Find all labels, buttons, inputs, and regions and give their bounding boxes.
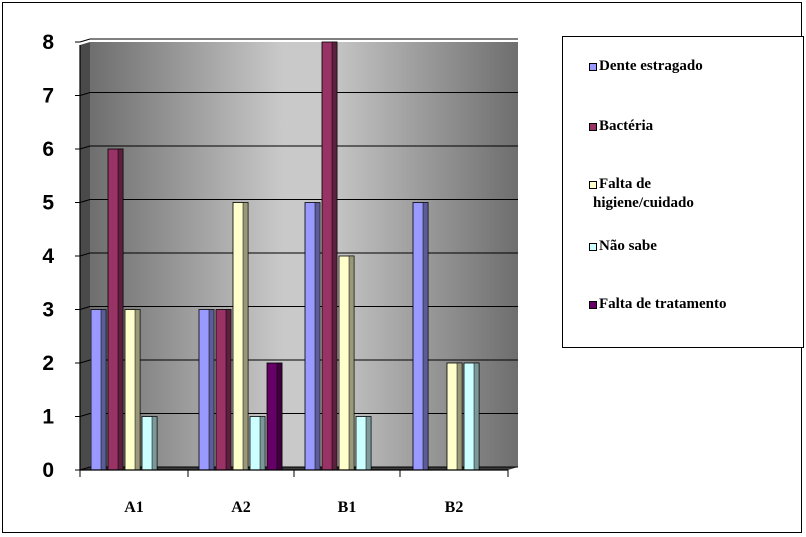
y-tick-label: 8 [42, 31, 54, 54]
side-wall [80, 42, 90, 470]
axes [75, 41, 509, 477]
bar-side [208, 309, 215, 471]
gridline-depth [79, 92, 91, 96]
gridline-depth [79, 199, 91, 203]
legend-label: Não sabe [599, 238, 657, 254]
x-category-labels: A1 A2 B1 B2 [124, 499, 463, 516]
y-tick-label: 1 [42, 406, 54, 429]
bar-side [331, 41, 338, 471]
legend-swatch [589, 181, 597, 189]
bars-group [90, 41, 480, 471]
bar-side [134, 309, 141, 471]
x-category-label: A1 [124, 499, 144, 516]
legend-label-line2: higiene/cuidado [593, 195, 694, 211]
gridline-depth [79, 359, 91, 364]
bar-side [117, 148, 124, 471]
x-category-label: B2 [445, 499, 464, 516]
legend-swatch [589, 63, 597, 71]
y-tick-label: 2 [42, 352, 54, 375]
y-tick-label: 3 [42, 299, 54, 322]
legend-swatch [589, 123, 597, 131]
bar-side [276, 362, 283, 471]
legend-label: Falta de tratamento [599, 296, 727, 312]
gridline-depth [79, 413, 91, 417]
bar-side [151, 416, 158, 471]
x-category-label: A2 [231, 499, 251, 516]
y-tick-label: 7 [42, 85, 54, 108]
bar-side [348, 255, 355, 471]
y-tick-label: 5 [42, 192, 54, 215]
bar-side [422, 202, 429, 471]
legend-swatch [589, 301, 597, 309]
bar-side [314, 202, 321, 471]
legend-swatch [589, 243, 597, 251]
bar-side [473, 362, 480, 471]
gridline-depth [79, 145, 91, 150]
chart-legend: Dente estragado Bactéria Falta de higien… [562, 36, 804, 348]
y-tick-label: 0 [42, 459, 54, 482]
legend-label: Dente estragado [599, 58, 703, 74]
bar-side [225, 309, 232, 471]
bar-side [100, 309, 107, 471]
floor [80, 467, 518, 470]
x-category-label: B1 [338, 499, 357, 516]
y-tick-labels: 0 1 2 3 4 5 6 7 8 [42, 31, 54, 482]
gridline-depth [79, 38, 91, 43]
bar-side [456, 362, 463, 471]
legend-label: Bactéria [599, 118, 654, 134]
gridline-depth [79, 252, 91, 257]
y-tick-label: 6 [42, 138, 54, 161]
gridline-depth [79, 306, 91, 310]
y-tick-label: 4 [42, 245, 54, 268]
bar-side [242, 202, 249, 471]
bar-side [259, 416, 266, 471]
bar-side [365, 416, 372, 471]
legend-label: Falta de [599, 176, 652, 192]
